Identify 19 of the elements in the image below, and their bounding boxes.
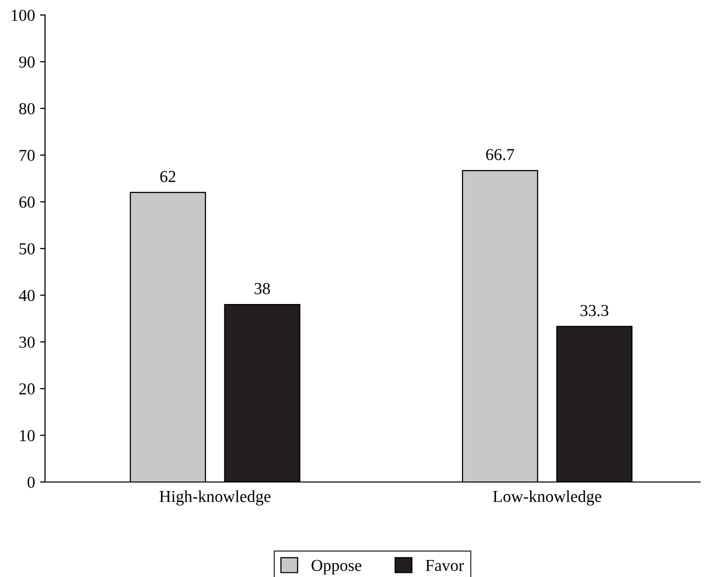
data-label: 62	[160, 170, 176, 182]
y-tick-label: 90	[19, 56, 35, 68]
legend-label: Favor	[426, 560, 464, 572]
y-tick-label: 60	[19, 196, 35, 208]
y-tick-label: 50	[20, 243, 35, 254]
y-tick-label: 20	[19, 383, 35, 395]
y-tick-label: 30	[19, 336, 35, 348]
y-tick-label: 70	[20, 150, 35, 162]
legend-label: Oppose	[312, 560, 362, 574]
y-tick-label: 40	[18, 290, 35, 302]
data-label: 38	[254, 282, 270, 294]
x-tick-label: High-knowledge	[160, 490, 270, 506]
y-tick-label: 100	[12, 10, 35, 21]
data-label: 66.7	[486, 148, 514, 160]
x-tick-label: Low-knowledge	[493, 490, 602, 506]
y-tick-label: 10	[20, 430, 35, 442]
y-tick-label: 0	[28, 476, 35, 488]
data-label: 33.3	[580, 304, 608, 316]
y-tick-label: 80	[19, 103, 35, 114]
